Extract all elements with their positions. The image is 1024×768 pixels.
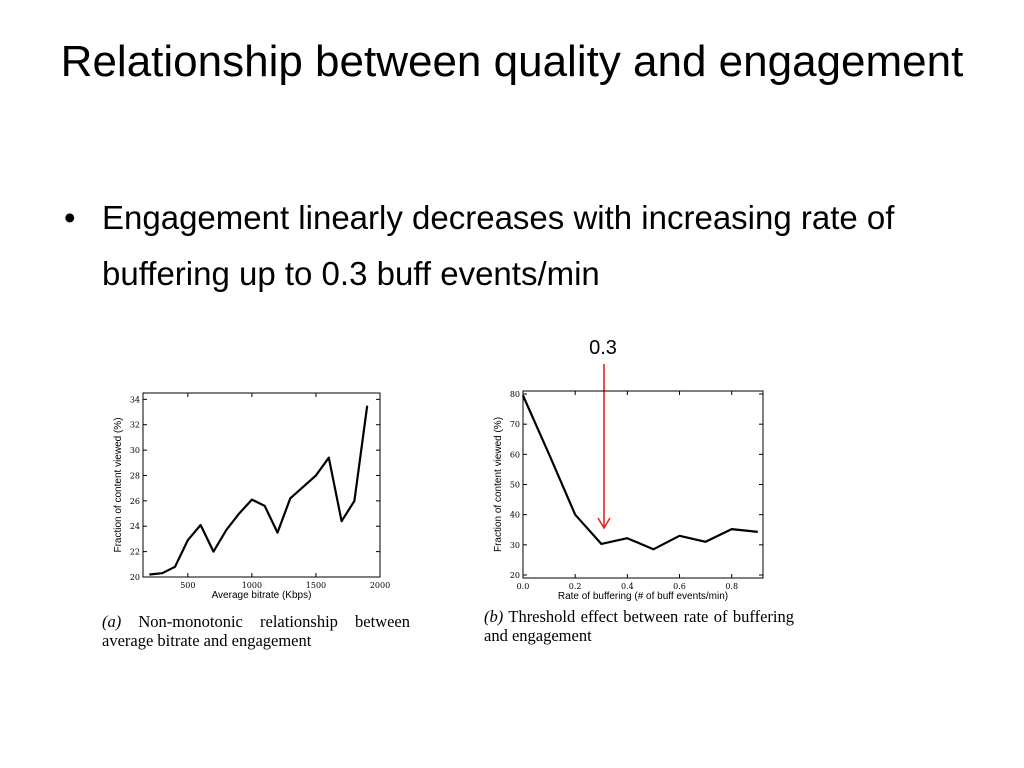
- chart-b-ytick-label: 80: [510, 390, 520, 399]
- chart-a-ytick-label: 26: [130, 497, 140, 506]
- chart-b-ytick-label: 50: [510, 481, 520, 490]
- caption-text: Non-monotonic relationship between avera…: [102, 612, 411, 650]
- chart-a-series-line: [149, 405, 369, 576]
- chart-caption-b: (b) Threshold effect between rate of buf…: [484, 607, 794, 645]
- chart-a-ytick-label: 30: [130, 446, 140, 455]
- chart-b-ytick-label: 40: [510, 511, 520, 520]
- chart-a-ytick-label: 22: [130, 548, 140, 557]
- chart-b-series-line: [521, 395, 758, 551]
- chart-b-xtick-label: 0.8: [725, 582, 738, 591]
- threshold-marker-label: 0.3: [589, 337, 617, 359]
- chart-a-ytick-label: 20: [130, 573, 140, 582]
- chart-b-xtick-label: 0.4: [621, 582, 634, 591]
- chart-a-x-axis-label: Average bitrate (Kbps): [212, 590, 312, 601]
- chart-a-xtick-label: 1500: [306, 581, 326, 590]
- caption-mark: (a): [102, 612, 122, 631]
- chart-a-xtick-label: 2000: [370, 581, 390, 590]
- chart-b-xtick-label: 0.0: [517, 582, 530, 591]
- chart-b-xtick-label: 0.6: [673, 582, 686, 591]
- chart-a-frame: [142, 392, 381, 578]
- chart-b-ytick-label: 20: [510, 571, 520, 580]
- chart-caption-a: (a) Non-monotonic relationship between a…: [102, 612, 410, 650]
- chart-b-x-axis-label: Rate of buffering (# of buff events/min): [558, 591, 728, 602]
- chart-b-ytick-label: 70: [510, 420, 520, 429]
- bullet-list: • Engagement linearly decreases with inc…: [64, 190, 984, 302]
- chart-a-xtick-label: 1000: [242, 581, 262, 590]
- caption-mark: (b): [484, 607, 504, 626]
- chart-b-ytick-label: 60: [510, 450, 520, 459]
- arrow-head: [597, 517, 611, 530]
- chart-b-y-axis-label: Fraction of content viewed (%): [493, 417, 504, 552]
- bullet-text: Engagement linearly decreases with incre…: [102, 199, 895, 292]
- chart-a-ytick-label: 24: [130, 522, 140, 531]
- chart-a-ytick-label: 28: [130, 471, 140, 480]
- chart-b-frame: [522, 390, 764, 579]
- chart-a-ytick-label: 34: [130, 395, 140, 404]
- chart-a-ytick-label: 32: [130, 421, 140, 430]
- bullet-dot-icon: •: [64, 199, 76, 236]
- chart-b-xtick-label: 0.2: [569, 582, 582, 591]
- chart-a-xtick-label: 500: [180, 581, 195, 590]
- slide-title: Relationship between quality and engagem…: [60, 37, 964, 86]
- chart-a-y-axis-label: Fraction of content viewed (%): [113, 417, 124, 552]
- chart-b-ytick-label: 30: [510, 541, 520, 550]
- bullet-item: • Engagement linearly decreases with inc…: [64, 190, 984, 302]
- caption-text: Threshold effect between rate of bufferi…: [484, 607, 795, 645]
